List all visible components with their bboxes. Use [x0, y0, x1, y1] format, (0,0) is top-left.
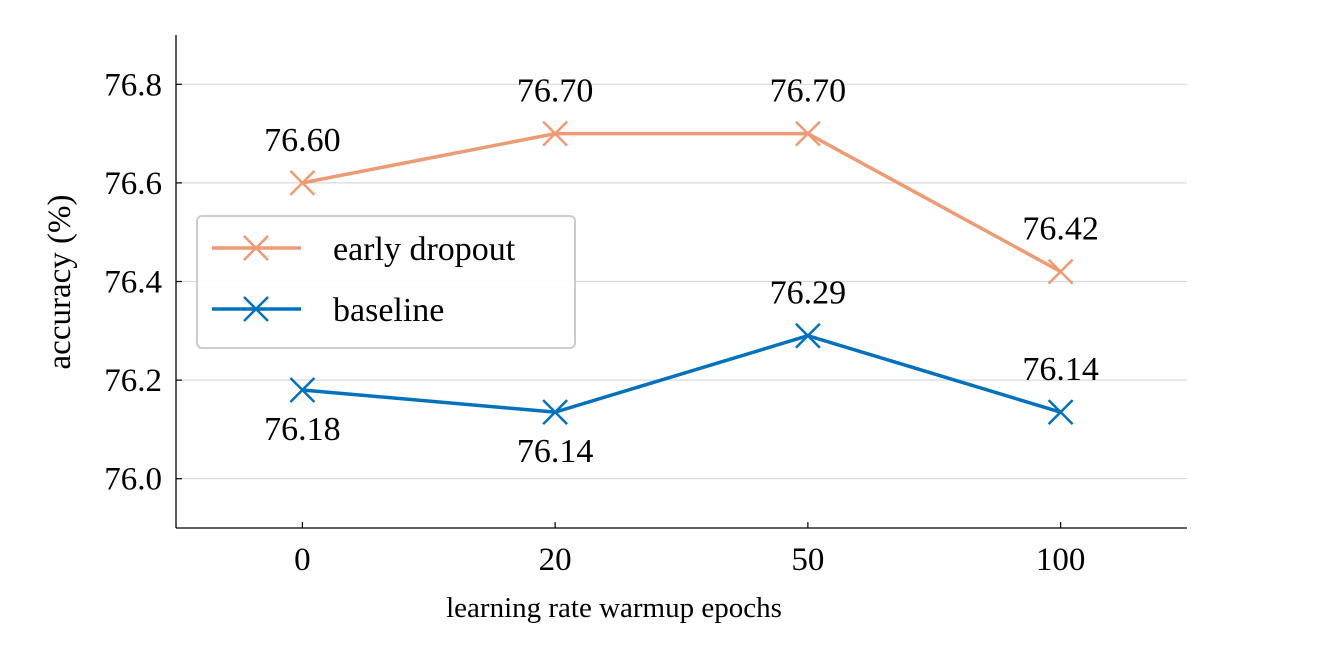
y-tick-label: 76.2 [104, 363, 162, 399]
legend-label: baseline [333, 292, 444, 329]
x-marker-icon [289, 170, 316, 196]
x-marker-icon [289, 377, 316, 403]
data-label: 76.14 [517, 433, 594, 470]
x-marker-icon [794, 120, 821, 147]
data-label: 76.14 [1022, 351, 1099, 388]
data-label: 76.42 [1022, 211, 1099, 248]
x-marker-icon [1047, 258, 1074, 285]
data-label: 76.70 [517, 73, 594, 110]
data-label: 76.60 [264, 122, 341, 159]
x-tick-label: 0 [294, 542, 311, 578]
y-tick-label: 76.8 [104, 67, 162, 103]
y-tick-label: 76.0 [104, 462, 162, 498]
data-label: 76.18 [264, 411, 341, 448]
series-line-baseline [302, 333, 1062, 414]
y-tick-label: 76.4 [104, 265, 162, 301]
x-marker-icon [542, 399, 569, 426]
legend-x-marker-icon [243, 296, 269, 322]
x-axis-label: learning rate warmup epochs [446, 592, 782, 624]
x-tick-label: 20 [539, 542, 572, 578]
data-label: 76.70 [770, 73, 847, 110]
y-axis-label: accuracy (%) [42, 195, 78, 370]
x-marker-icon [1047, 399, 1074, 426]
x-tick-label: 100 [1036, 542, 1086, 578]
series-line-early-dropout [302, 131, 1062, 274]
y-tick-label: 76.6 [104, 166, 162, 202]
legend-label: early dropout [333, 231, 516, 268]
x-tick-label: 50 [791, 542, 824, 578]
x-marker-icon [794, 322, 821, 349]
x-marker-icon [542, 120, 569, 147]
legend-x-marker-icon [243, 235, 269, 261]
data-label: 76.29 [770, 275, 847, 312]
